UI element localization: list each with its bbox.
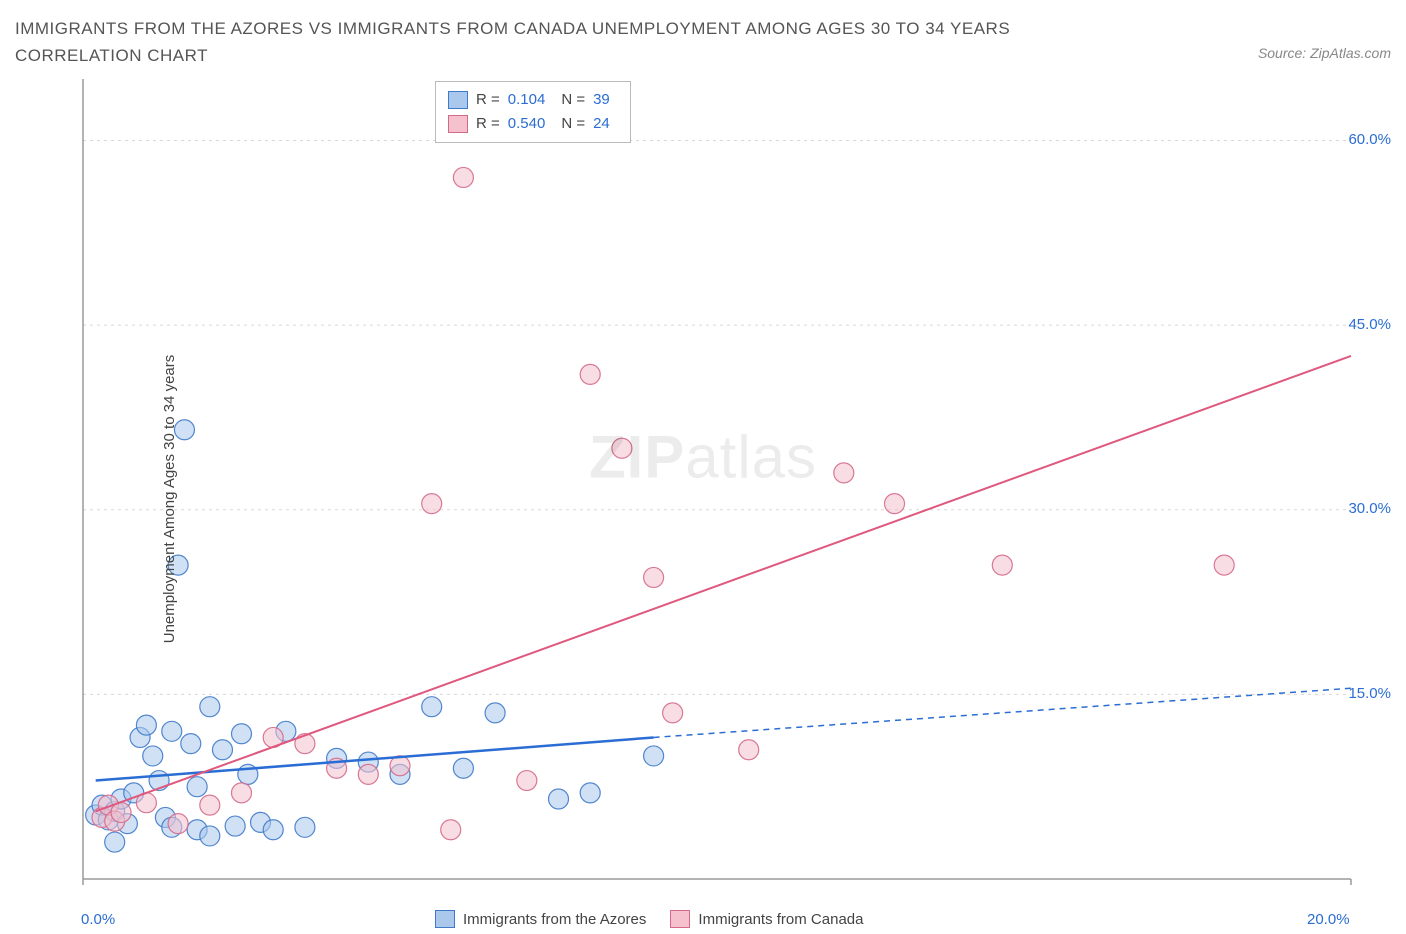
stat-n-label: N =: [561, 88, 585, 112]
stat-n-label: N =: [561, 112, 585, 136]
stat-r-label: R =: [476, 112, 500, 136]
source-attribution: Source: ZipAtlas.com: [1258, 45, 1391, 61]
y-tick-label: 60.0%: [1348, 131, 1391, 148]
y-tick-label: 30.0%: [1348, 500, 1391, 517]
y-tick-label: 15.0%: [1348, 685, 1391, 702]
legend-item-canada: Immigrants from Canada: [670, 910, 863, 928]
legend-label-azores: Immigrants from the Azores: [463, 911, 646, 928]
swatch-azores: [448, 91, 468, 109]
scatter-plot: [15, 79, 1391, 889]
swatch-canada-icon: [670, 910, 690, 928]
chart-container: Unemployment Among Ages 30 to 34 years Z…: [15, 79, 1391, 919]
legend-label-canada: Immigrants from Canada: [698, 911, 863, 928]
stats-row-azores: R = 0.104 N = 39: [448, 88, 618, 112]
stat-r-label: R =: [476, 88, 500, 112]
swatch-azores-icon: [435, 910, 455, 928]
stat-r-canada: 0.540: [508, 112, 546, 136]
header: IMMIGRANTS FROM THE AZORES VS IMMIGRANTS…: [15, 15, 1391, 69]
stat-n-canada: 24: [593, 112, 610, 136]
x-tick-max: 20.0%: [1307, 911, 1350, 928]
stats-legend-box: R = 0.104 N = 39 R = 0.540 N = 24: [435, 81, 631, 143]
chart-title: IMMIGRANTS FROM THE AZORES VS IMMIGRANTS…: [15, 15, 1115, 69]
stat-n-azores: 39: [593, 88, 610, 112]
legend-item-azores: Immigrants from the Azores: [435, 910, 646, 928]
stat-r-azores: 0.104: [508, 88, 546, 112]
x-tick-min: 0.0%: [81, 911, 115, 928]
swatch-canada: [448, 115, 468, 133]
stats-row-canada: R = 0.540 N = 24: [448, 112, 618, 136]
y-tick-label: 45.0%: [1348, 316, 1391, 333]
y-axis-label: Unemployment Among Ages 30 to 34 years: [161, 355, 178, 644]
